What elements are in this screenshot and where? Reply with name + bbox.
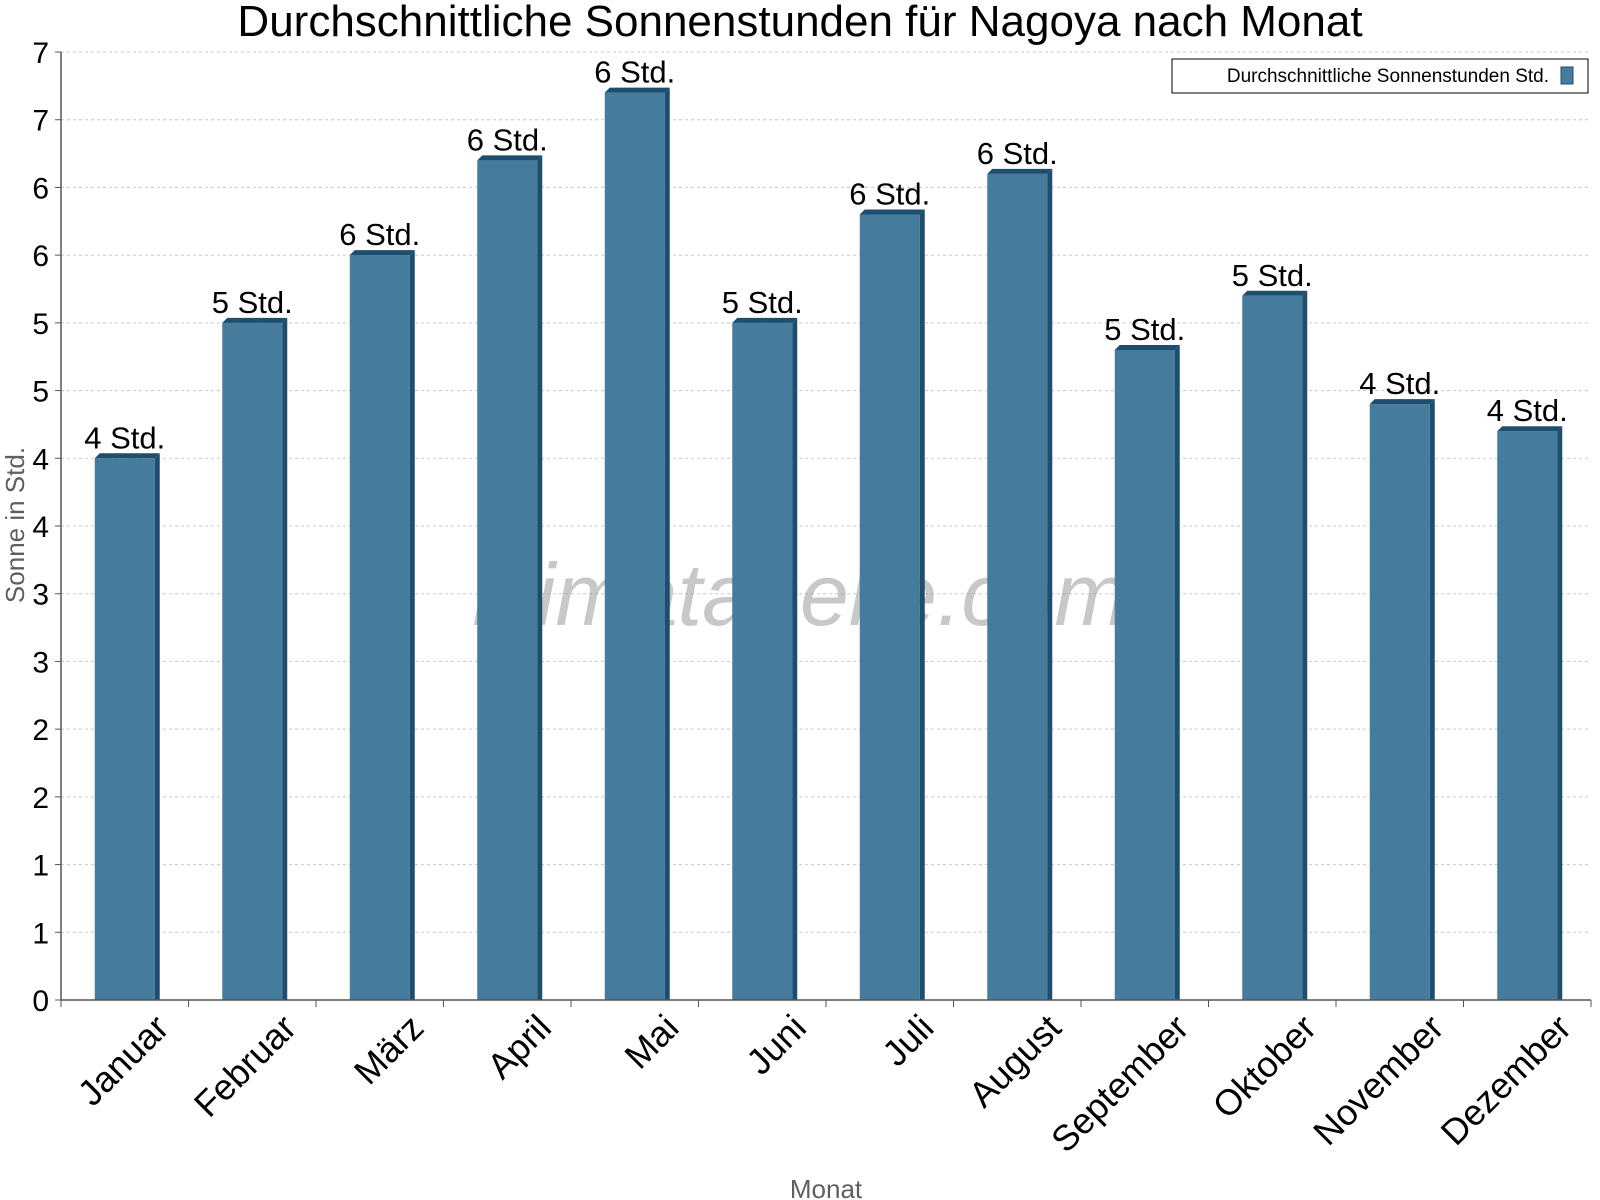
x-tick-label: Dezember <box>1432 1007 1578 1153</box>
x-tick-label: Juli <box>874 1007 941 1074</box>
bar-side <box>1174 344 1180 1000</box>
bar-top <box>987 168 1053 174</box>
x-tick-label: September <box>1043 1007 1197 1161</box>
bar-top <box>1114 344 1180 350</box>
bar-side <box>1047 168 1053 1000</box>
y-tick-label: 5 <box>32 376 49 409</box>
bar-top <box>1497 426 1563 432</box>
bar-top <box>604 87 670 93</box>
bar <box>477 160 538 1001</box>
x-tick-label: März <box>346 1007 432 1093</box>
bar <box>1242 295 1303 1000</box>
y-tick-label: 7 <box>32 37 49 70</box>
x-tick-label: April <box>479 1007 559 1087</box>
bar-top <box>349 250 415 256</box>
y-tick-label: 7 <box>32 105 49 138</box>
y-tick-label: 2 <box>32 714 49 747</box>
data-label: 5 Std. <box>1232 258 1313 293</box>
x-tick-label: August <box>961 1007 1069 1115</box>
chart-title: Durchschnittliche Sonnenstunden für Nago… <box>237 0 1362 46</box>
bar-side <box>1557 426 1563 1000</box>
bar <box>349 255 410 1001</box>
data-label: 6 Std. <box>977 136 1058 171</box>
bar-side <box>919 209 925 1000</box>
x-tick-label: November <box>1305 1007 1451 1153</box>
data-label: 6 Std. <box>594 55 675 90</box>
bar-side <box>664 87 670 1001</box>
x-tick-label: Oktober <box>1204 1007 1324 1127</box>
data-label: 5 Std. <box>212 285 293 320</box>
data-labels: 4 Std. 5 Std. 6 Std. 6 Std. 6 Std. 5 Std. 6 St… <box>84 55 1568 456</box>
grid-lines <box>61 51 1591 933</box>
bar <box>732 322 793 1000</box>
bar-top <box>732 317 798 323</box>
data-label: 6 Std. <box>339 217 420 252</box>
y-tick-label: 6 <box>32 240 49 273</box>
bar <box>1497 431 1558 1000</box>
x-axis-title: Monat <box>790 1174 863 1200</box>
bar <box>1114 349 1175 1000</box>
bar-side <box>282 317 288 1000</box>
x-tick-label: Mai <box>616 1007 686 1077</box>
legend-swatch <box>1560 66 1574 85</box>
y-tick-label: 2 <box>32 782 49 815</box>
bar-top <box>94 453 160 459</box>
bar-side <box>537 155 543 1001</box>
bar <box>222 322 283 1000</box>
y-tick-label: 1 <box>32 917 49 950</box>
y-tick-label: 1 <box>32 850 49 883</box>
x-tick-label: Februar <box>186 1007 304 1125</box>
legend-label: Durchschnittliche Sonnenstunden Std. <box>1227 66 1549 87</box>
x-tick-label: Januar <box>70 1007 177 1114</box>
y-tick-label: 3 <box>32 579 49 612</box>
data-label: 6 Std. <box>467 122 548 157</box>
y-tick-labels: 0 1 1 2 2 3 3 4 4 5 5 6 6 7 7 <box>32 37 49 1018</box>
data-label: 5 Std. <box>722 285 803 320</box>
y-tick-label: 5 <box>32 308 49 341</box>
bar-side <box>792 317 798 1000</box>
bars <box>94 87 1563 1001</box>
bar-side <box>409 250 415 1001</box>
y-tick-label: 0 <box>32 985 49 1018</box>
data-label: 6 Std. <box>849 177 930 212</box>
axes <box>55 51 1592 1007</box>
bar <box>1369 404 1430 1001</box>
y-axis-title: Sonne in Std. <box>0 447 30 603</box>
bar-side <box>1302 290 1308 1000</box>
bar-top <box>859 209 925 215</box>
data-label: 4 Std. <box>1359 366 1440 401</box>
bar-top <box>1369 399 1435 405</box>
bar <box>859 214 920 1000</box>
bar-top <box>1242 290 1308 296</box>
legend: Durchschnittliche Sonnenstunden Std. <box>1171 58 1589 94</box>
legend-box <box>1171 58 1589 94</box>
data-label: 4 Std. <box>84 420 165 455</box>
data-label: 5 Std. <box>1104 312 1185 347</box>
bar <box>604 92 665 1001</box>
x-tick-label: Juni <box>738 1007 814 1083</box>
bar-side <box>154 453 160 1000</box>
x-tick-labels: Januar Februar März April Mai Juni Juli AugustS… <box>70 1007 1579 1161</box>
y-tick-label: 3 <box>32 646 49 679</box>
bar-top <box>477 155 543 161</box>
y-tick-label: 6 <box>32 172 49 205</box>
data-label: 4 Std. <box>1487 393 1568 428</box>
y-tick-label: 4 <box>32 443 49 476</box>
bar <box>987 173 1048 1000</box>
y-tick-label: 4 <box>32 511 49 544</box>
bar-top <box>222 317 288 323</box>
bar-side <box>1429 399 1435 1001</box>
bar <box>94 458 155 1000</box>
